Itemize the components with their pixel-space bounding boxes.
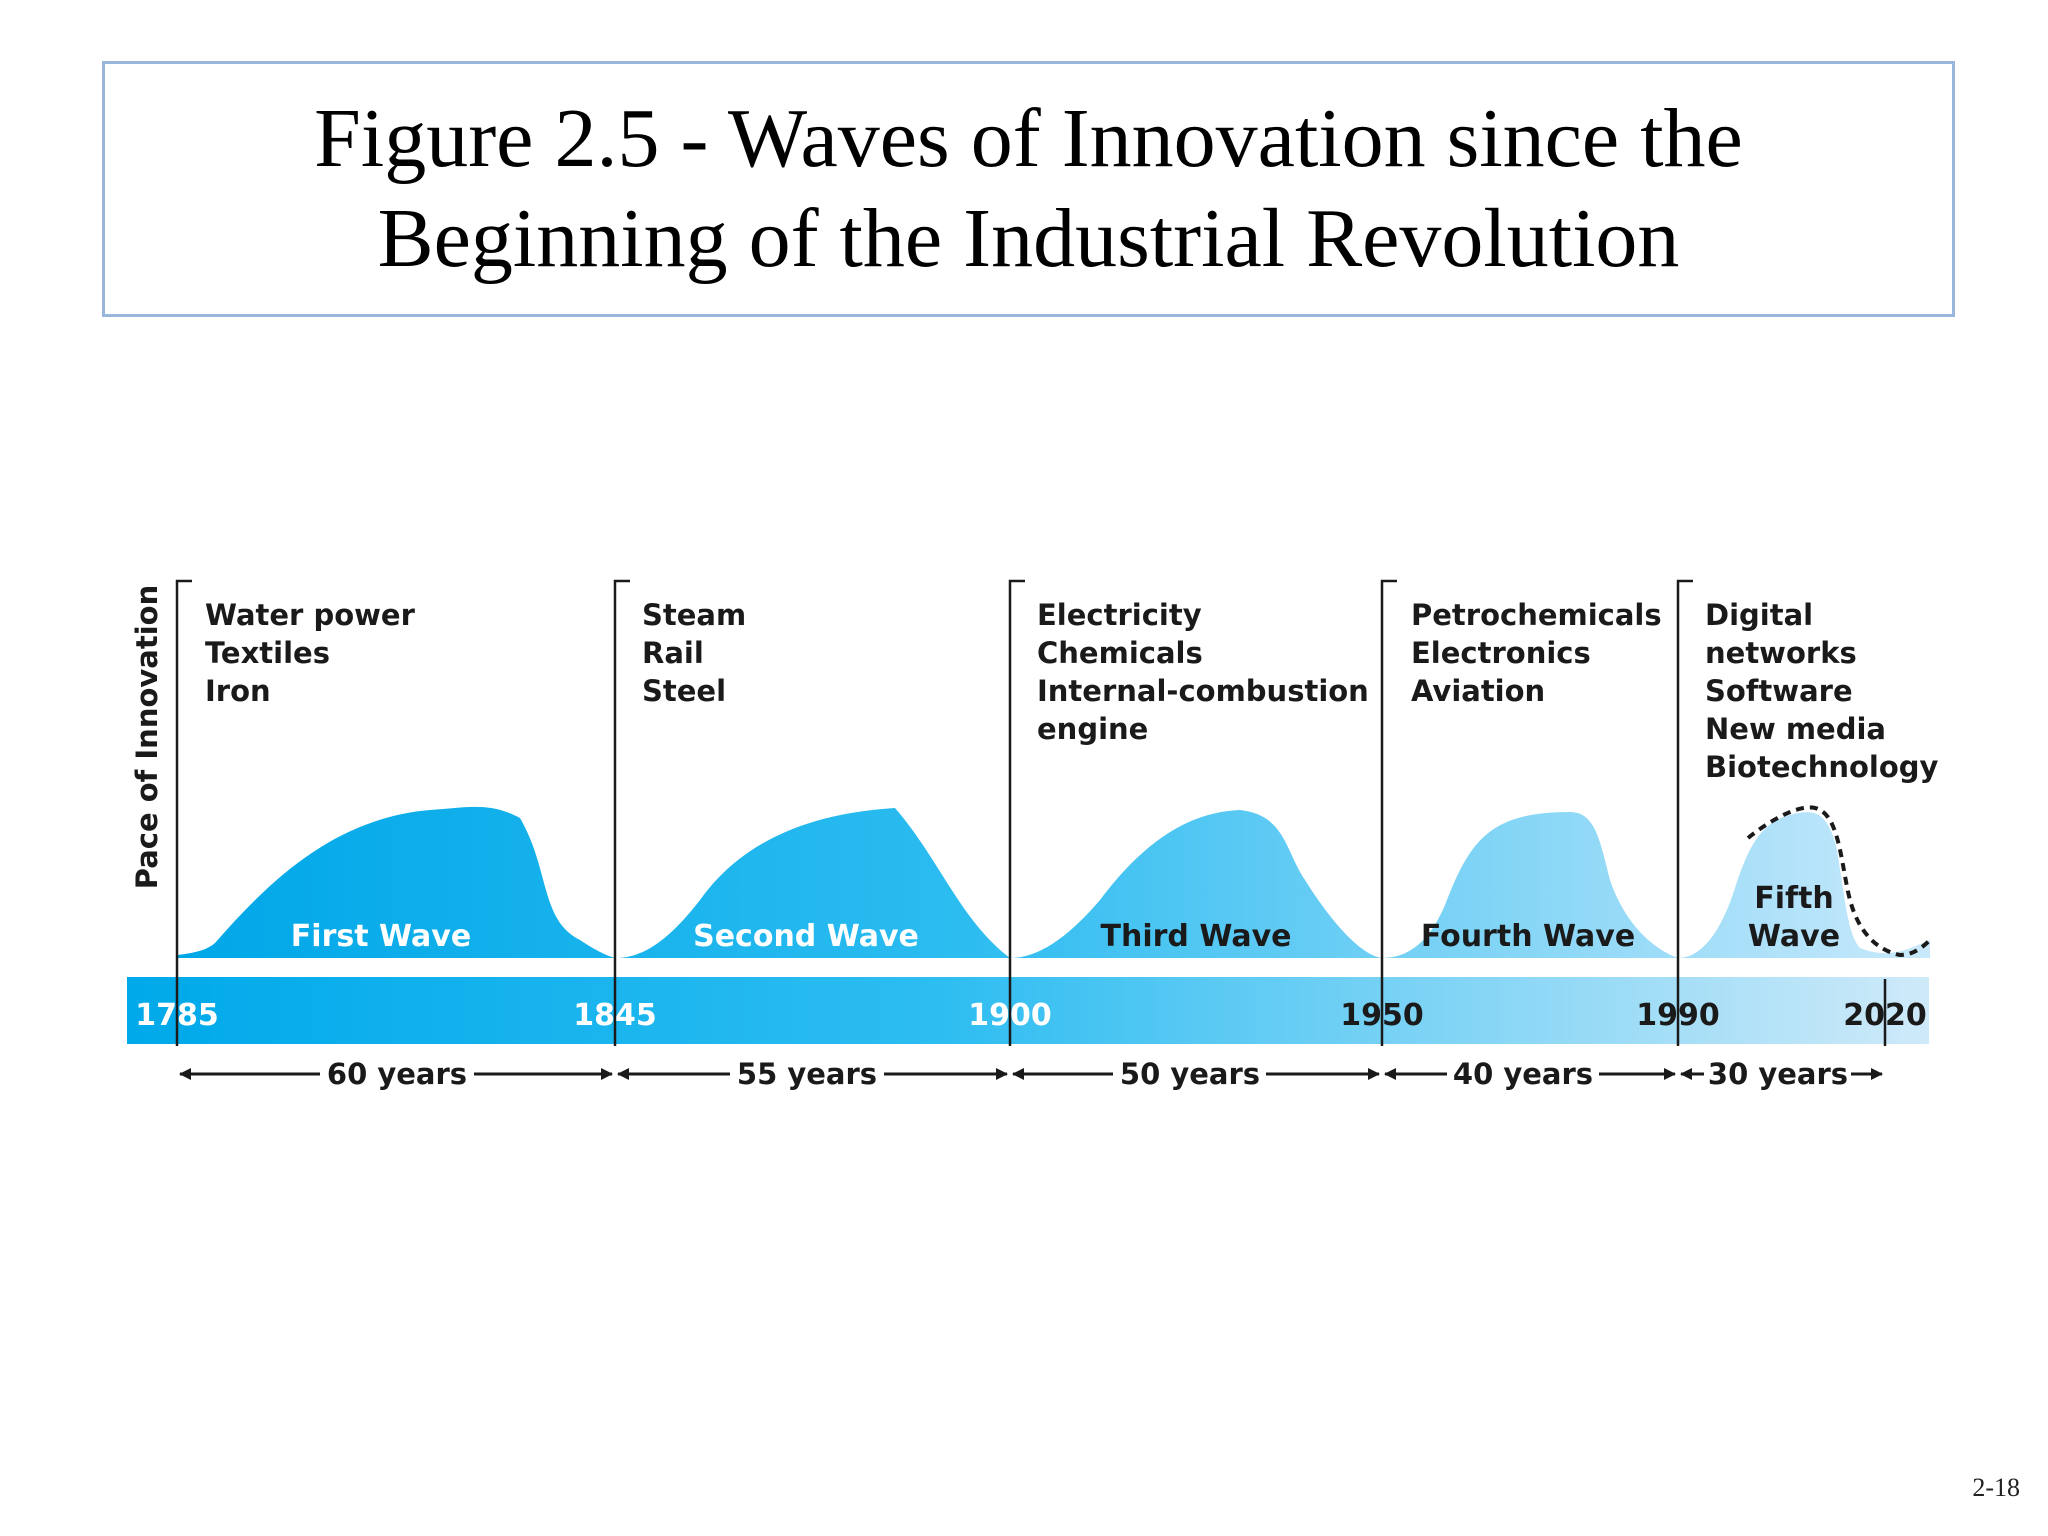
- tech-item: Software: [1705, 674, 1853, 708]
- fifth-wave-projection-dashed-line: [1746, 805, 1934, 958]
- year-label: 1950: [1340, 998, 1424, 1033]
- separator-1785: [175, 579, 192, 1046]
- year-label: 1785: [135, 998, 219, 1033]
- duration-label: 40 years: [1453, 1057, 1593, 1091]
- duration-label: 50 years: [1120, 1057, 1260, 1091]
- year-label: 1990: [1636, 998, 1720, 1033]
- wave-shape-fifth: [1678, 812, 1930, 958]
- duration-labels: 60 years 55 years 50 years 40 years 30 y…: [327, 1057, 1848, 1091]
- wave-shape-fourth: [1382, 812, 1678, 958]
- tech-item: engine: [1037, 712, 1148, 746]
- title-box: Figure 2.5 - Waves of Innovation since t…: [102, 61, 1955, 317]
- tech-item: Textiles: [205, 636, 330, 670]
- tech-item: Iron: [205, 674, 271, 708]
- wave-separators: [175, 579, 1887, 1046]
- tech-item: Electronics: [1411, 636, 1591, 670]
- tech-item: Steam: [642, 598, 746, 632]
- wave-shape-third: [1010, 810, 1382, 958]
- year-label: 2020: [1843, 998, 1927, 1033]
- timeline-bar: [127, 977, 1929, 1044]
- wave-label-second: Second Wave: [693, 919, 919, 954]
- tech-item: Internal-combustion: [1037, 674, 1369, 708]
- tech-list-first: Water power Textiles Iron: [205, 598, 416, 708]
- duration-label: 30 years: [1708, 1057, 1848, 1091]
- tech-list-third: Electricity Chemicals Internal-combustio…: [1037, 598, 1369, 746]
- slide-title-line-1: Figure 2.5 - Waves of Innovation since t…: [314, 92, 1743, 185]
- separator-1845: [613, 579, 630, 1046]
- wave-label-first: First Wave: [291, 919, 471, 954]
- wave-label-fourth: Fourth Wave: [1421, 919, 1635, 954]
- separator-1950: [1380, 579, 1397, 1046]
- tech-list-fifth: Digital networks Software New media Biot…: [1705, 598, 1939, 784]
- tech-item: networks: [1705, 636, 1857, 670]
- tech-item: Rail: [642, 636, 704, 670]
- tech-item: New media: [1705, 712, 1886, 746]
- y-axis-label: Pace of Innovation: [130, 585, 164, 890]
- slide-title-line-2: Beginning of the Industrial Revolution: [377, 192, 1680, 285]
- tech-list-fourth: Petrochemicals Electronics Aviation: [1411, 598, 1662, 708]
- tech-item: Water power: [205, 598, 416, 632]
- wave-shape-first: [177, 806, 615, 958]
- tech-item: Electricity: [1037, 598, 1202, 632]
- tech-item: Petrochemicals: [1411, 598, 1662, 632]
- wave-shape-second: [615, 808, 1010, 958]
- tech-item: Digital: [1705, 598, 1813, 632]
- year-label: 1900: [968, 998, 1052, 1033]
- year-labels: 1785 1845 1900 1950 1990 2020: [135, 998, 1927, 1033]
- duration-label: 55 years: [737, 1057, 877, 1091]
- slide-page-number: 2-18: [1972, 1473, 2020, 1502]
- tech-item: Aviation: [1411, 674, 1545, 708]
- tech-item: Biotechnology: [1705, 750, 1939, 784]
- tech-list-second: Steam Rail Steel: [642, 598, 746, 708]
- duration-label: 60 years: [327, 1057, 467, 1091]
- separator-1990: [1676, 579, 1693, 1046]
- wave-label-fifth-line-2: Wave: [1748, 919, 1840, 954]
- separator-1900: [1008, 579, 1025, 1046]
- wave-label-third: Third Wave: [1101, 919, 1292, 954]
- tech-item: Steel: [642, 674, 726, 708]
- wave-labels: First Wave Second Wave Third Wave Fourth…: [291, 881, 1840, 954]
- tech-item: Chemicals: [1037, 636, 1203, 670]
- year-label: 1845: [573, 998, 657, 1033]
- wave-label-fifth-line-1: Fifth: [1754, 881, 1834, 916]
